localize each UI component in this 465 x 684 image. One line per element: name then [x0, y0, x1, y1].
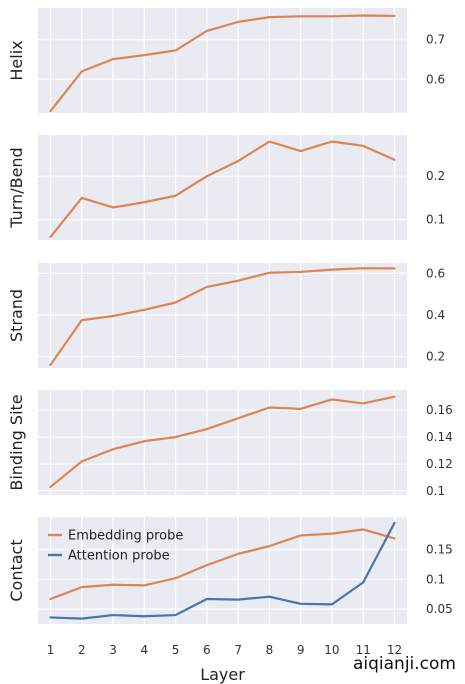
xtick-label: 12 [387, 643, 402, 657]
ytick-label-turn-bend: 0.1 [426, 213, 445, 227]
ytick-label-strand: 0.6 [426, 266, 445, 280]
ytick-label-strand: 0.4 [426, 308, 445, 322]
xtick-label: 1 [47, 643, 55, 657]
ytick-label-helix: 0.7 [426, 33, 445, 47]
legend-entry-attention-probe: Attention probe [68, 549, 170, 564]
legend-entry-embedding-probe: Embedding probe [68, 529, 183, 544]
xtick-label: 4 [141, 643, 149, 657]
xtick-label: 6 [203, 643, 211, 657]
xtick-label: 5 [172, 643, 180, 657]
ytick-label-binding-site: 0.1 [426, 484, 445, 498]
xtick-label: 9 [297, 643, 305, 657]
xtick-label: 8 [266, 643, 274, 657]
ylabel-strand: Strand [7, 289, 26, 342]
ytick-label-binding-site: 0.12 [426, 457, 453, 471]
watermark-text: aiqianji.com [353, 654, 456, 674]
panel-turn-bend-background [38, 135, 407, 240]
series-line-contact-attention-probe [49, 521, 396, 620]
series-line-turn-bend-embedding-probe [49, 140, 396, 239]
ylabel-helix: Helix [7, 40, 26, 80]
panel-binding-site-background [38, 390, 407, 495]
series-line-contact-embedding-probe [49, 528, 396, 601]
xlabel: Layer [200, 665, 245, 684]
series-line-helix-embedding-probe [49, 14, 396, 113]
xtick-label: 3 [109, 643, 117, 657]
ytick-label-turn-bend: 0.2 [426, 169, 445, 183]
xtick-label: 2 [78, 643, 86, 657]
xtick-label: 7 [234, 643, 242, 657]
ytick-label-strand: 0.2 [426, 350, 445, 364]
ylabel-binding-site: Binding Site [7, 394, 26, 490]
series-line-strand-embedding-probe [49, 267, 396, 366]
ytick-label-contact: 0.05 [426, 602, 453, 616]
ylabel-turn-bend: Turn/Bend [7, 147, 26, 228]
ylabel-contact: Contact [7, 539, 26, 601]
ytick-label-helix: 0.6 [426, 72, 445, 86]
xtick-label: 11 [356, 643, 371, 657]
ytick-label-contact: 0.15 [426, 543, 453, 557]
series-line-binding-site-embedding-probe [49, 395, 396, 489]
ytick-label-contact: 0.1 [426, 572, 445, 586]
panel-contact-background [38, 517, 407, 624]
panel-helix-background [38, 8, 407, 113]
ytick-label-binding-site: 0.14 [426, 430, 453, 444]
xtick-label: 10 [324, 643, 339, 657]
ytick-label-binding-site: 0.16 [426, 403, 453, 417]
